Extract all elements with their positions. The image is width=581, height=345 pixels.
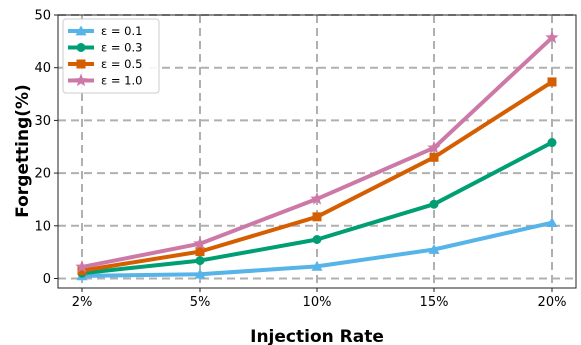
data-point [547, 138, 557, 148]
data-point [311, 260, 323, 271]
legend-marker [74, 73, 88, 87]
y-tick-label: 40 [34, 61, 51, 76]
x-tick-label: 2% [72, 295, 93, 310]
y-tick-labels: 0 10 20 30 40 50 [34, 9, 51, 288]
y-tick-label: 0 [43, 272, 51, 287]
data-point [546, 217, 558, 228]
x-tick-labels: 2% 5% 10% 15% 20% [72, 295, 567, 310]
legend-label: ε = 0.1 [101, 24, 142, 38]
x-axis-title: Injection Rate [250, 327, 384, 345]
data-point [77, 266, 87, 276]
legend-label: ε = 0.5 [101, 57, 142, 71]
data-point [195, 256, 205, 266]
data-point [195, 247, 205, 257]
legend-marker [75, 25, 87, 36]
x-tick-label: 20% [538, 295, 567, 310]
data-point [310, 191, 324, 205]
legend-label: ε = 0.3 [101, 41, 142, 55]
data-point [429, 199, 439, 209]
data-point [75, 259, 89, 273]
y-tick-label: 10 [34, 219, 51, 234]
data-point [547, 77, 557, 87]
legend-marker [76, 59, 86, 69]
data-point [545, 30, 559, 44]
data-point [194, 268, 206, 279]
y-tick-label: 50 [34, 9, 51, 24]
legend: ε = 0.1 ε = 0.3 ε = 0.5 ε = 1.0 [62, 18, 160, 94]
y-tick-label: 30 [34, 114, 51, 129]
y-axis-title: Forgetting(%) [13, 84, 33, 218]
x-tick-label: 10% [303, 295, 332, 310]
data-point [428, 244, 440, 254]
legend-label: ε = 1.0 [101, 74, 142, 88]
tick-marks [54, 14, 553, 292]
legend-marker [76, 43, 86, 52]
legend-box [62, 18, 160, 94]
data-point [427, 140, 441, 154]
x-tick-label: 5% [190, 295, 211, 310]
series-3 [77, 77, 557, 276]
series-4 [75, 30, 559, 273]
data-point [429, 152, 439, 162]
data-point [312, 235, 322, 245]
data-point [312, 212, 322, 222]
y-tick-label: 20 [34, 167, 51, 182]
series-lines [75, 30, 559, 281]
x-tick-label: 15% [420, 295, 449, 310]
data-point [193, 236, 207, 250]
series-1 [76, 217, 558, 281]
series-2 [77, 138, 557, 278]
